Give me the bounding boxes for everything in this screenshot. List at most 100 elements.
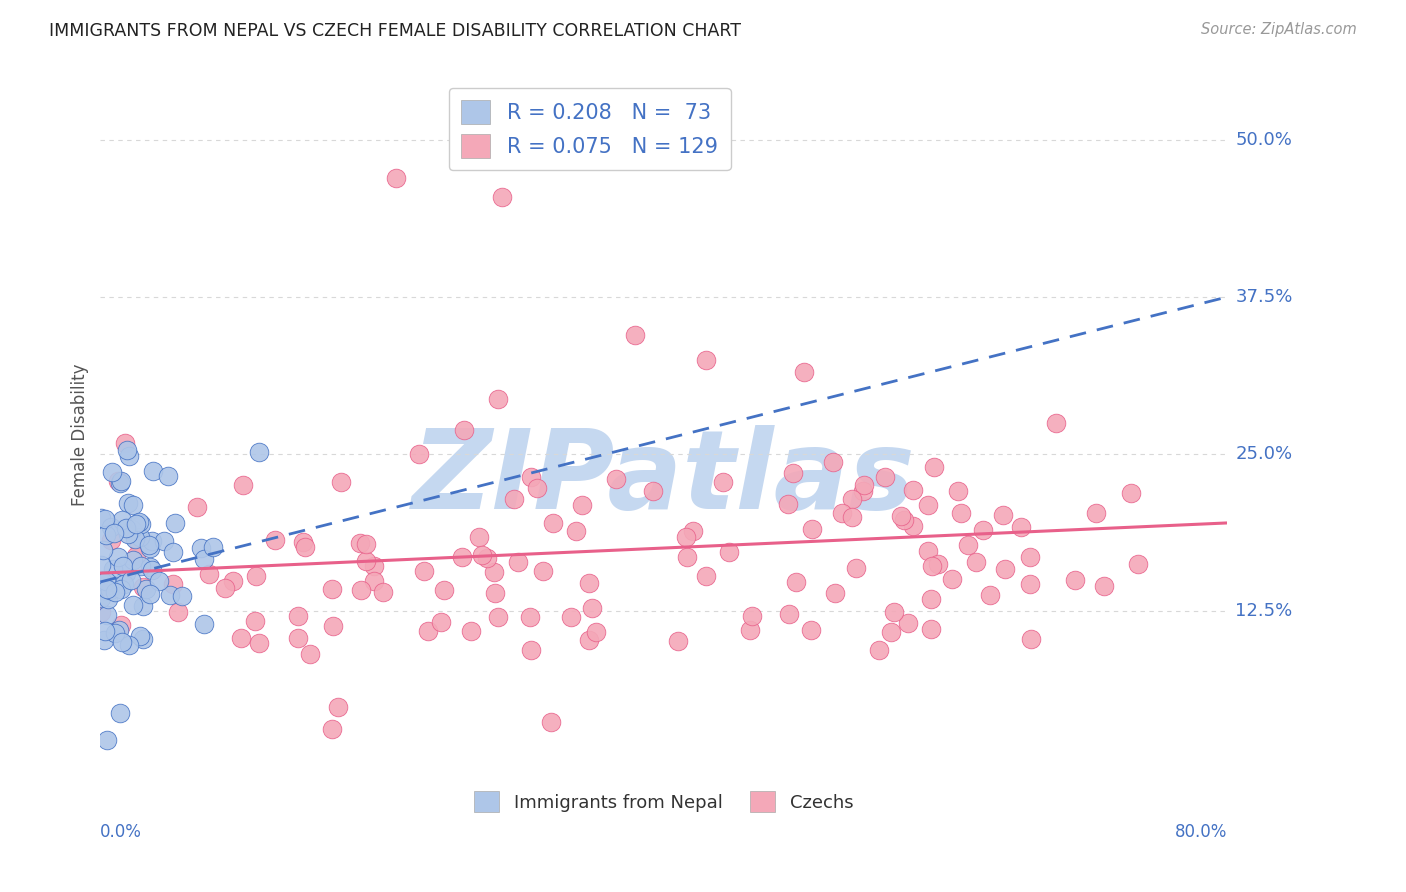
- Point: [800, 522, 823, 536]
- Point: [96, 582, 118, 596]
- Point: [94, 574, 117, 588]
- Point: [198, 566, 221, 581]
- Point: [122, 498, 145, 512]
- Point: [433, 583, 456, 598]
- Point: [90, 591, 112, 605]
- Point: [901, 483, 924, 498]
- Point: [356, 554, 378, 568]
- Point: [571, 499, 593, 513]
- Point: [920, 591, 942, 606]
- Point: [519, 470, 541, 484]
- Point: [329, 475, 352, 490]
- Point: [350, 582, 373, 597]
- Point: [475, 550, 498, 565]
- Point: [112, 577, 135, 591]
- Point: [101, 465, 124, 479]
- Point: [1064, 574, 1087, 588]
- Point: [108, 706, 131, 721]
- Point: [98, 583, 121, 598]
- Point: [108, 475, 131, 490]
- Point: [578, 632, 600, 647]
- Point: [232, 477, 254, 491]
- Point: [97, 592, 120, 607]
- Point: [363, 559, 385, 574]
- Point: [453, 423, 475, 437]
- Point: [740, 624, 762, 638]
- Point: [114, 435, 136, 450]
- Point: [322, 619, 344, 633]
- Point: [965, 555, 987, 569]
- Point: [416, 624, 439, 638]
- Point: [96, 608, 118, 623]
- Point: [118, 638, 141, 652]
- Point: [186, 500, 208, 514]
- Point: [90, 511, 112, 525]
- Point: [371, 584, 394, 599]
- Point: [139, 587, 162, 601]
- Point: [675, 530, 697, 544]
- Point: [921, 559, 943, 574]
- Text: IMMIGRANTS FROM NEPAL VS CZECH FEMALE DISABILITY CORRELATION CHART: IMMIGRANTS FROM NEPAL VS CZECH FEMALE DI…: [49, 22, 741, 40]
- Point: [560, 609, 582, 624]
- Point: [578, 575, 600, 590]
- Point: [117, 496, 139, 510]
- Point: [247, 445, 270, 459]
- Point: [484, 586, 506, 600]
- Point: [841, 510, 863, 524]
- Point: [624, 327, 647, 342]
- Point: [94, 511, 117, 525]
- Point: [129, 516, 152, 531]
- Point: [201, 540, 224, 554]
- Point: [824, 586, 846, 600]
- Point: [193, 552, 215, 566]
- Point: [122, 598, 145, 612]
- Point: [531, 564, 554, 578]
- Point: [245, 569, 267, 583]
- Point: [321, 582, 343, 596]
- Point: [927, 557, 949, 571]
- Point: [90, 558, 112, 572]
- Point: [159, 588, 181, 602]
- Point: [115, 443, 138, 458]
- Point: [93, 633, 115, 648]
- Point: [128, 537, 150, 551]
- Point: [917, 544, 939, 558]
- Point: [104, 625, 127, 640]
- Point: [565, 524, 588, 538]
- Point: [125, 517, 148, 532]
- Point: [153, 534, 176, 549]
- Text: 50.0%: 50.0%: [1236, 131, 1292, 149]
- Point: [785, 574, 807, 589]
- Point: [883, 605, 905, 619]
- Point: [148, 574, 170, 588]
- Point: [96, 733, 118, 747]
- Point: [107, 549, 129, 564]
- Point: [245, 614, 267, 628]
- Point: [125, 549, 148, 564]
- Point: [1019, 577, 1042, 591]
- Point: [1092, 579, 1115, 593]
- Point: [666, 633, 689, 648]
- Point: [920, 622, 942, 636]
- Point: [823, 455, 845, 469]
- Point: [682, 524, 704, 538]
- Point: [349, 536, 371, 550]
- Point: [841, 491, 863, 506]
- Text: Source: ZipAtlas.com: Source: ZipAtlas.com: [1201, 22, 1357, 37]
- Point: [101, 562, 124, 576]
- Point: [108, 623, 131, 637]
- Point: [110, 618, 132, 632]
- Point: [1119, 486, 1142, 500]
- Point: [695, 568, 717, 582]
- Point: [897, 615, 920, 630]
- Point: [502, 491, 524, 506]
- Point: [131, 580, 153, 594]
- Point: [486, 609, 509, 624]
- Point: [129, 559, 152, 574]
- Point: [451, 549, 474, 564]
- Point: [107, 475, 129, 489]
- Point: [117, 527, 139, 541]
- Point: [430, 615, 453, 629]
- Point: [718, 545, 741, 559]
- Point: [263, 533, 285, 547]
